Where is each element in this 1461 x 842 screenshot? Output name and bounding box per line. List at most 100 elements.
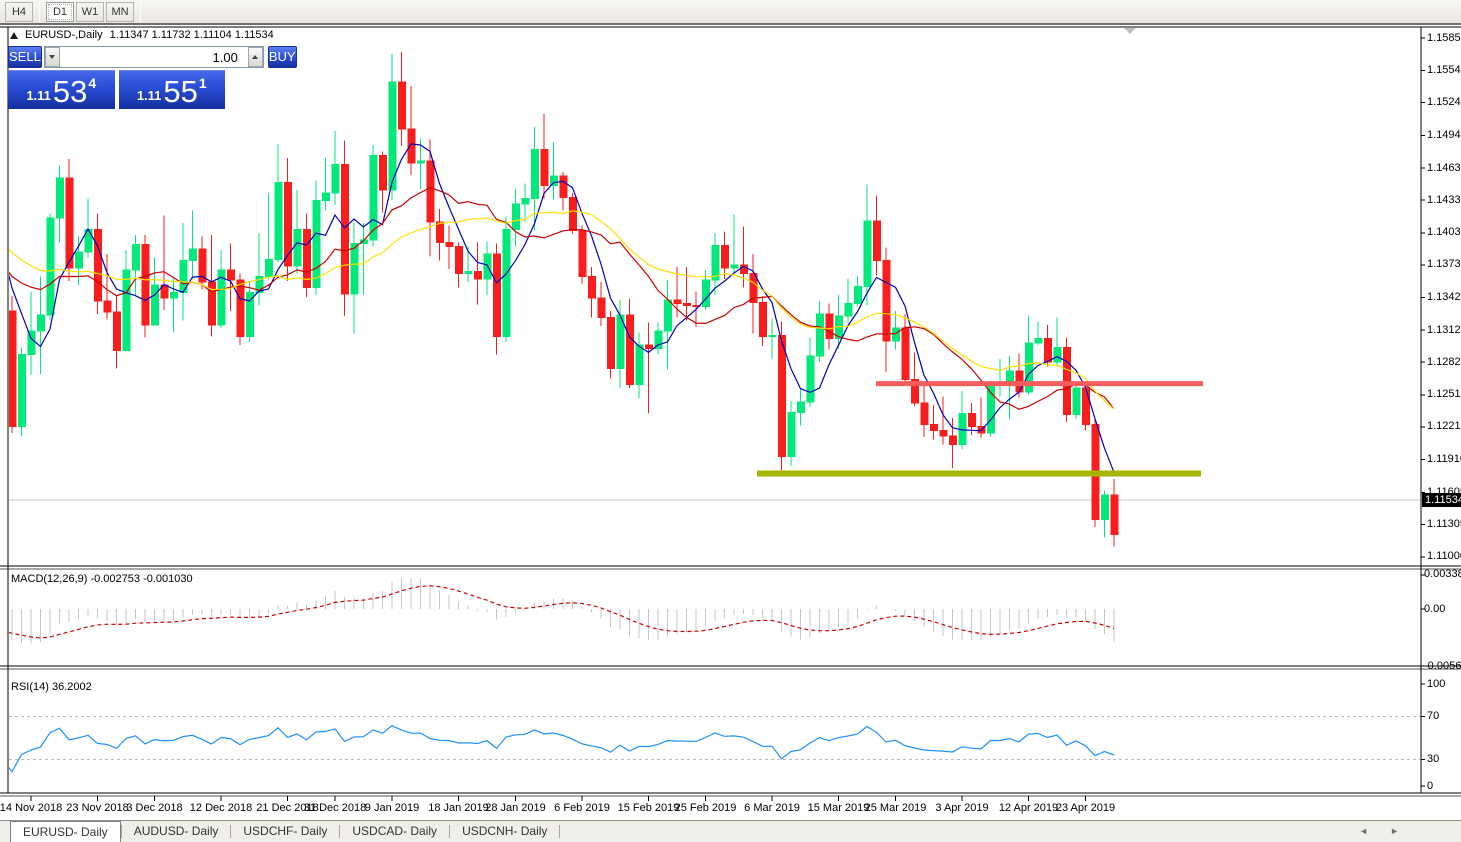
candle-body bbox=[132, 244, 140, 271]
candle-body bbox=[37, 314, 45, 332]
candle-body bbox=[1006, 370, 1014, 384]
sell-price-sup: 4 bbox=[88, 75, 97, 91]
timeframe-button-w1[interactable]: W1 bbox=[76, 1, 104, 22]
candle-body bbox=[1044, 338, 1052, 363]
price-axis-label: 1.13120 bbox=[1427, 323, 1461, 336]
price-axis-label: 1.14940 bbox=[1427, 128, 1461, 141]
candle-body bbox=[1025, 342, 1033, 393]
candle-body bbox=[9, 310, 17, 427]
candle-body bbox=[331, 163, 340, 194]
volume-increase-button[interactable] bbox=[247, 47, 263, 67]
date-axis-label: 9 Jan 2019 bbox=[364, 802, 420, 814]
candle-body bbox=[75, 251, 83, 269]
candle-body bbox=[949, 435, 957, 446]
candle-body bbox=[521, 198, 530, 205]
candle-body bbox=[151, 284, 159, 326]
candle-body bbox=[113, 311, 121, 351]
candle-body bbox=[512, 203, 520, 231]
sell-price-box[interactable]: 1.11 53 4 bbox=[8, 70, 115, 109]
date-axis-label: 15 Mar 2019 bbox=[807, 802, 870, 814]
chart-tab-usdcad[interactable]: USDCAD- Daily bbox=[352, 824, 438, 838]
price-axis-label: 1.11910 bbox=[1427, 453, 1461, 466]
candle-body bbox=[350, 242, 359, 295]
candle-body bbox=[189, 248, 197, 262]
candle-body bbox=[379, 155, 387, 191]
rsi-pane[interactable] bbox=[0, 715, 1420, 785]
tabs-scroll-right-icon[interactable]: ► bbox=[1390, 826, 1399, 836]
candle-body bbox=[968, 413, 976, 427]
candle-body bbox=[407, 128, 416, 164]
date-axis-label: 25 Mar 2019 bbox=[864, 802, 927, 814]
candle-body bbox=[293, 229, 302, 267]
candle-body bbox=[854, 285, 862, 304]
buy-price-prefix: 1.11 bbox=[136, 88, 162, 103]
ma-13-line[interactable] bbox=[0, 163, 1115, 410]
chart-symbol-label: EURUSD-,Daily bbox=[25, 29, 103, 41]
candle-body bbox=[227, 269, 235, 281]
date-axis-label: 21 Dec 2018 bbox=[256, 802, 319, 814]
buy-button[interactable]: BUY bbox=[267, 46, 297, 68]
macd-axis-label: -0.005663 bbox=[1424, 659, 1461, 672]
ma-5-line[interactable] bbox=[0, 142, 1115, 473]
candle-body bbox=[236, 279, 245, 338]
volume-spinner bbox=[43, 46, 264, 68]
price-axis-label: 1.15850 bbox=[1427, 31, 1461, 44]
chart-tab-usdcnh[interactable]: USDCNH- Daily bbox=[462, 824, 548, 838]
macd-pane[interactable] bbox=[0, 578, 1115, 644]
candle-body bbox=[502, 229, 511, 338]
date-axis-label: 25 Feb 2019 bbox=[674, 802, 737, 814]
candle-body bbox=[692, 305, 701, 308]
sell-button[interactable]: SELL bbox=[8, 46, 42, 68]
rsi-label: RSI(14) 36.2002 bbox=[11, 681, 92, 693]
volume-decrease-button[interactable] bbox=[44, 47, 60, 67]
price-axis-label: 1.12820 bbox=[1427, 355, 1461, 368]
price-axis-label: 1.13425 bbox=[1427, 290, 1461, 303]
sell-price-big: 53 bbox=[52, 74, 88, 109]
scroll-to-end-icon[interactable] bbox=[1124, 28, 1136, 34]
rsi-axis-label: 70 bbox=[1427, 709, 1440, 722]
price-axis-label: 1.11305 bbox=[1427, 517, 1461, 530]
candle-body bbox=[417, 160, 425, 164]
rsi-axis-label: 30 bbox=[1427, 753, 1440, 766]
chart-tab-usdchf[interactable]: USDCHF- Daily bbox=[243, 824, 328, 838]
candle-body bbox=[825, 313, 834, 340]
candle-body bbox=[141, 244, 150, 326]
buy-price-box[interactable]: 1.11 55 1 bbox=[118, 70, 225, 109]
candle-body bbox=[122, 269, 131, 351]
timeframe-button-d1[interactable]: D1 bbox=[46, 1, 74, 22]
tab-separator bbox=[449, 825, 451, 838]
macd-label: MACD(12,26,9) -0.002753 -0.001030 bbox=[11, 573, 193, 585]
chart-surface[interactable] bbox=[0, 0, 1461, 820]
candle-body bbox=[474, 270, 482, 280]
chart-tab-audusd[interactable]: AUDUSD- Daily bbox=[133, 824, 219, 838]
volume-input[interactable] bbox=[59, 47, 248, 67]
timeframe-button-mn[interactable]: MN bbox=[106, 1, 134, 22]
date-axis-label: 18 Jan 2019 bbox=[428, 802, 489, 814]
candle-body bbox=[445, 241, 454, 248]
date-axis-label: 3 Dec 2018 bbox=[126, 802, 183, 814]
candle-body bbox=[588, 276, 596, 299]
chart-tab-eurusd[interactable]: EURUSD- Daily bbox=[10, 821, 121, 842]
triangle-up-icon bbox=[252, 55, 259, 59]
date-axis-label: 12 Apr 2019 bbox=[998, 802, 1059, 814]
date-axis-label: 23 Nov 2018 bbox=[66, 802, 129, 814]
date-axis-label: 15 Feb 2019 bbox=[617, 802, 680, 814]
one-click-trading-panel: SELL BUY 1.11 53 4 1.11 55 1 bbox=[8, 46, 297, 109]
candle-body bbox=[702, 279, 710, 308]
rsi-axis-label: 0 bbox=[1427, 779, 1434, 792]
rsi-line bbox=[9, 725, 1115, 773]
timeframe-button-h4[interactable]: H4 bbox=[5, 1, 33, 22]
ma-24-line[interactable] bbox=[0, 199, 1115, 410]
date-axis-label: 6 Feb 2019 bbox=[554, 802, 610, 814]
candle-body bbox=[882, 260, 891, 342]
price-pane[interactable] bbox=[9, 51, 1421, 547]
candle-body bbox=[778, 334, 786, 457]
candle-body bbox=[1072, 387, 1081, 416]
candle-body bbox=[198, 248, 207, 283]
buy-price-big: 55 bbox=[163, 74, 198, 109]
tabs-scroll-left-icon[interactable]: ◄ bbox=[1359, 826, 1369, 836]
collapse-panel-icon[interactable] bbox=[10, 31, 18, 39]
candle-body bbox=[493, 253, 501, 338]
candle-body bbox=[322, 192, 330, 202]
